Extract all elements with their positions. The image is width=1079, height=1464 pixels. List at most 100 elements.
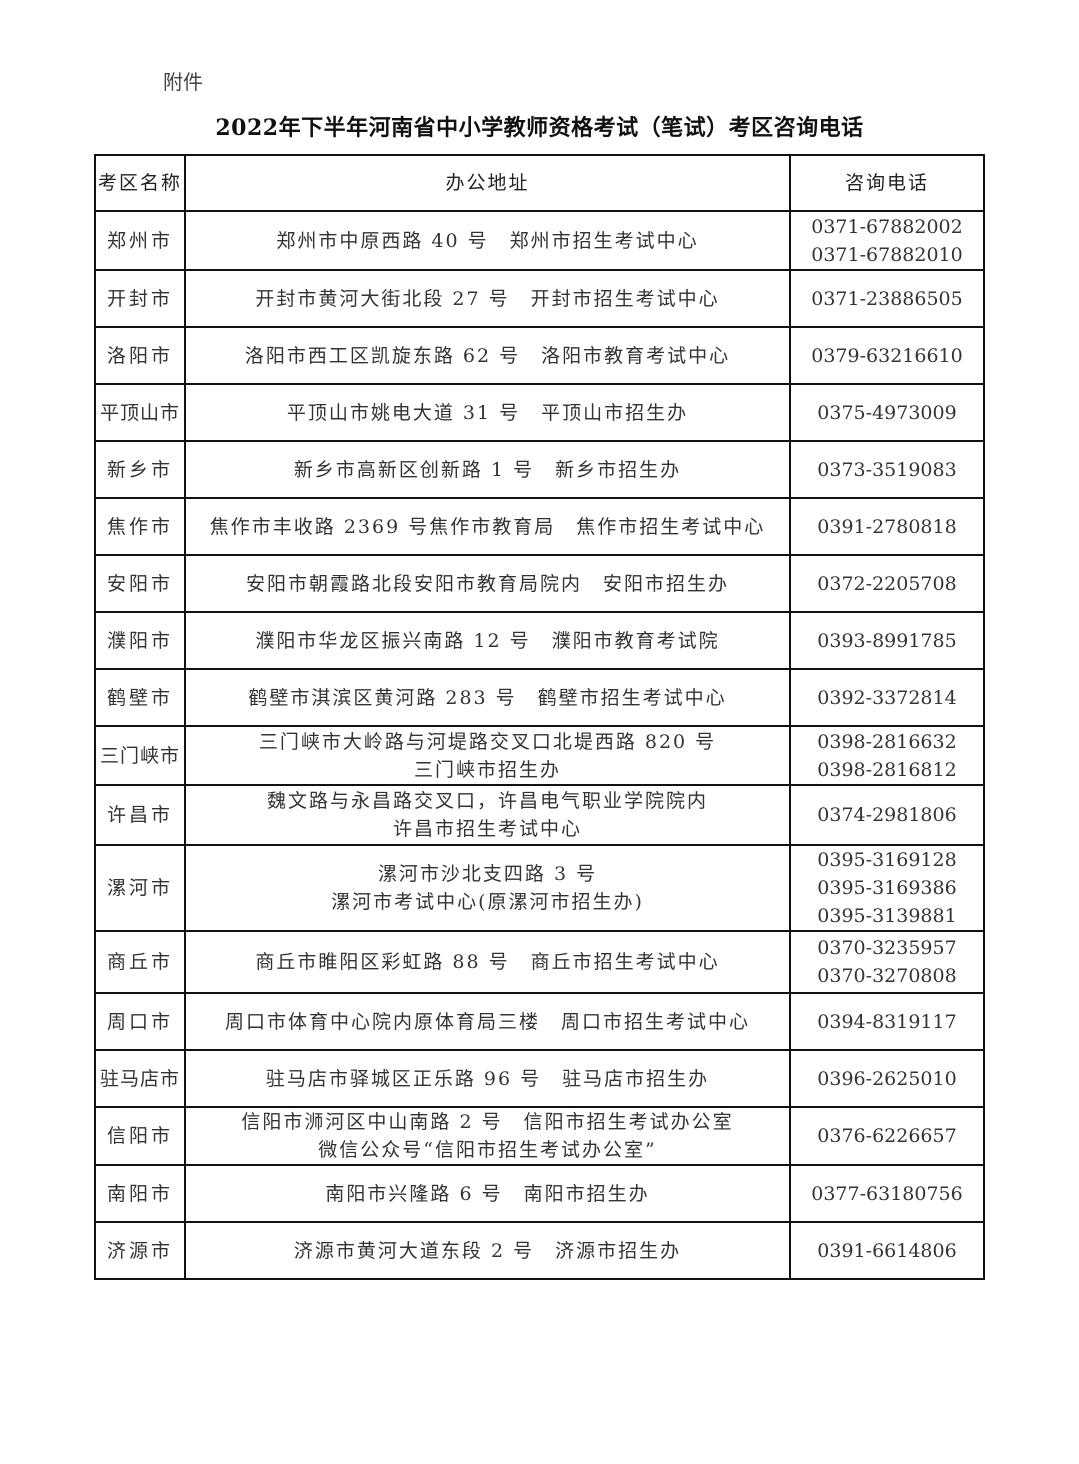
office-address-cell: 济源市黄河大道东段 2 号 济源市招生办 xyxy=(184,1221,791,1280)
phone-cell: 0391-6614806 xyxy=(789,1221,985,1280)
table-row: 周口市 周口市体育中心院内原体育局三楼 周口市招生考试中心 0394-8319117 xyxy=(94,992,985,1051)
office-address-cell: 驻马店市驿城区正乐路 96 号 驻马店市招生办 xyxy=(184,1049,791,1108)
table-body: 郑州市 郑州市中原西路 40 号 郑州市招生考试中心 0371-67882002 03… xyxy=(94,210,985,1280)
office-address-cell: 漯河市沙北支四路 3 号漯河市考试中心(原漯河市招生办) xyxy=(184,844,791,932)
office-address-line: 南阳市兴隆路 6 号 南阳市招生办 xyxy=(325,1182,650,1205)
exam-area-name: 商丘市 xyxy=(94,930,186,994)
office-address-line: 魏文路与永昌路交叉口，许昌电气职业学院院内 xyxy=(266,790,708,812)
exam-area-name: 驻马店市 xyxy=(94,1049,186,1108)
phone-number: 0371-67882010 xyxy=(811,243,963,266)
phone-cell: 0394-8319117 xyxy=(789,992,985,1051)
phone-number: 0372-2205708 xyxy=(817,572,957,595)
office-address-cell: 新乡市高新区创新路 1 号 新乡市招生办 xyxy=(184,440,791,499)
document-title: 2022年下半年河南省中小学教师资格考试（笔试）考区咨询电话 xyxy=(215,115,864,141)
phone-cell: 0376-6226657 xyxy=(789,1106,985,1166)
phone-number: 0391-2780818 xyxy=(817,515,957,538)
office-address-line: 安阳市朝霞路北段安阳市教育局院内 安阳市招生办 xyxy=(245,572,729,595)
table-row: 开封市 开封市黄河大街北段 27 号 开封市招生考试中心 0371-23886505 xyxy=(94,269,985,328)
office-address-line: 郑州市中原西路 40 号 郑州市招生考试中心 xyxy=(276,229,699,252)
office-address-line: 三门峡市招生办 xyxy=(413,758,561,781)
table-row: 鹤壁市 鹤壁市淇滨区黄河路 283 号 鹤壁市招生考试中心 0392-3372814 xyxy=(94,668,985,727)
office-address-line: 焦作市丰收路 2369 号焦作市教育局 焦作市招生考试中心 xyxy=(209,515,766,538)
exam-area-name: 开封市 xyxy=(94,269,186,328)
phone-number: 0376-6226657 xyxy=(817,1125,957,1147)
phone-cell: 0377-63180756 xyxy=(789,1164,985,1223)
office-address-line: 济源市黄河大道东段 2 号 济源市招生办 xyxy=(293,1239,682,1262)
phone-cell: 0370-3235957 0370-3270808 xyxy=(789,930,985,994)
table-row: 濮阳市 濮阳市华龙区振兴南路 12 号 濮阳市教育考试院 0393-8991785 xyxy=(94,611,985,670)
office-address-cell: 濮阳市华龙区振兴南路 12 号 濮阳市教育考试院 xyxy=(184,611,791,670)
exam-area-name: 南阳市 xyxy=(94,1164,186,1223)
office-address-line: 洛阳市西工区凯旋东路 62 号 洛阳市教育考试中心 xyxy=(244,344,731,367)
table-row: 郑州市 郑州市中原西路 40 号 郑州市招生考试中心 0371-67882002 03… xyxy=(94,210,985,271)
phone-cell: 0395-3169128 0395-3169386 0395-3139881 xyxy=(789,844,985,932)
table-row: 漯河市 漯河市沙北支四路 3 号漯河市考试中心(原漯河市招生办) 0395-3169… xyxy=(94,844,985,932)
phone-number: 0393-8991785 xyxy=(817,629,957,652)
exam-area-name: 三门峡市 xyxy=(94,725,186,786)
phone-cell: 0392-3372814 xyxy=(789,668,985,727)
header-office-address: 办公地址 xyxy=(184,154,791,212)
exam-area-name: 郑州市 xyxy=(94,210,186,271)
phone-cell: 0379-63216610 xyxy=(789,326,985,385)
phone-cell: 0393-8991785 xyxy=(789,611,985,670)
table-row: 平顶山市 平顶山市姚电大道 31 号 平顶山市招生办 0375-4973009 xyxy=(94,383,985,442)
office-address-cell: 鹤壁市淇滨区黄河路 283 号 鹤壁市招生考试中心 xyxy=(184,668,791,727)
table-row: 商丘市 商丘市睢阳区彩虹路 88 号 商丘市招生考试中心 0370-3235957 0… xyxy=(94,930,985,994)
header-exam-area: 考区名称 xyxy=(94,154,186,212)
office-address-cell: 三门峡市大岭路与河堤路交叉口北堤西路 820 号三门峡市招生办 xyxy=(184,725,791,786)
phone-number: 0395-3139881 xyxy=(817,905,957,927)
office-address-cell: 信阳市浉河区中山南路 2 号 信阳市招生考试办公室 微信公众号“信阳市招生考试办公… xyxy=(184,1106,791,1166)
table-row: 许昌市 魏文路与永昌路交叉口，许昌电气职业学院院内 许昌市招生考试中心 0374-29… xyxy=(94,784,985,846)
exam-area-name: 漯河市 xyxy=(94,844,186,932)
phone-number: 0377-63180756 xyxy=(811,1182,963,1205)
office-address-line: 商丘市睢阳区彩虹路 88 号 商丘市招生考试中心 xyxy=(255,951,720,973)
exam-area-name: 鹤壁市 xyxy=(94,668,186,727)
table-row: 焦作市 焦作市丰收路 2369 号焦作市教育局 焦作市招生考试中心 0391-278… xyxy=(94,497,985,556)
office-address-line: 三门峡市大岭路与河堤路交叉口北堤西路 820 号 xyxy=(258,730,717,753)
exam-area-name: 济源市 xyxy=(94,1221,186,1280)
phone-number: 0370-3270808 xyxy=(817,965,957,987)
table-row: 驻马店市 驻马店市驿城区正乐路 96 号 驻马店市招生办 0396-2625010 xyxy=(94,1049,985,1108)
phone-number: 0374-2981806 xyxy=(817,804,957,826)
phone-number: 0379-63216610 xyxy=(811,344,963,367)
phone-number: 0373-3519083 xyxy=(817,458,957,481)
office-address-cell: 周口市体育中心院内原体育局三楼 周口市招生考试中心 xyxy=(184,992,791,1051)
table-row: 济源市 济源市黄河大道东段 2 号 济源市招生办 0391-6614806 xyxy=(94,1221,985,1280)
office-address-line: 信阳市浉河区中山南路 2 号 信阳市招生考试办公室 xyxy=(241,1111,734,1133)
phone-number: 0392-3372814 xyxy=(817,686,957,709)
phone-cell: 0375-4973009 xyxy=(789,383,985,442)
table-row: 南阳市 南阳市兴隆路 6 号 南阳市招生办 0377-63180756 xyxy=(94,1164,985,1223)
exam-area-name: 新乡市 xyxy=(94,440,186,499)
phone-number: 0391-6614806 xyxy=(817,1239,957,1262)
office-address-line: 许昌市招生考试中心 xyxy=(392,818,582,840)
phone-number: 0370-3235957 xyxy=(817,937,957,959)
office-address-line: 驻马店市驿城区正乐路 96 号 驻马店市招生办 xyxy=(265,1067,710,1090)
exam-area-name: 洛阳市 xyxy=(94,326,186,385)
contact-table: 考区名称 办公地址 咨询电话 郑州市 郑州市中原西路 40 号 郑州市招生考试中心… xyxy=(94,154,985,1280)
table-row: 新乡市 新乡市高新区创新路 1 号 新乡市招生办 0373-3519083 xyxy=(94,440,985,499)
office-address-line: 漯河市沙北支四路 3 号 xyxy=(377,863,598,885)
office-address-cell: 洛阳市西工区凯旋东路 62 号 洛阳市教育考试中心 xyxy=(184,326,791,385)
phone-number: 0398-2816632 xyxy=(817,730,957,753)
header-phone: 咨询电话 xyxy=(789,154,985,212)
office-address-line: 新乡市高新区创新路 1 号 新乡市招生办 xyxy=(293,458,682,481)
table-row: 洛阳市 洛阳市西工区凯旋东路 62 号 洛阳市教育考试中心 0379-6321661… xyxy=(94,326,985,385)
table-row: 信阳市 信阳市浉河区中山南路 2 号 信阳市招生考试办公室 微信公众号“信阳市招生考… xyxy=(94,1106,985,1166)
phone-number: 0396-2625010 xyxy=(817,1067,957,1090)
table-row: 三门峡市 三门峡市大岭路与河堤路交叉口北堤西路 820 号三门峡市招生办 0398-… xyxy=(94,725,985,786)
office-address-cell: 郑州市中原西路 40 号 郑州市招生考试中心 xyxy=(184,210,791,271)
office-address-cell: 南阳市兴隆路 6 号 南阳市招生办 xyxy=(184,1164,791,1223)
exam-area-name: 濮阳市 xyxy=(94,611,186,670)
exam-area-name: 周口市 xyxy=(94,992,186,1051)
phone-cell: 0371-67882002 0371-67882010 xyxy=(789,210,985,271)
office-address-line: 周口市体育中心院内原体育局三楼 周口市招生考试中心 xyxy=(224,1010,750,1033)
office-address-cell: 开封市黄河大街北段 27 号 开封市招生考试中心 xyxy=(184,269,791,328)
phone-number: 0395-3169128 xyxy=(817,849,957,871)
office-address-line: 鹤壁市淇滨区黄河路 283 号 鹤壁市招生考试中心 xyxy=(248,686,727,709)
phone-cell: 0396-2625010 xyxy=(789,1049,985,1108)
office-address-line: 开封市黄河大街北段 27 号 开封市招生考试中心 xyxy=(255,287,720,310)
exam-area-name: 安阳市 xyxy=(94,554,186,613)
office-address-line: 平顶山市姚电大道 31 号 平顶山市招生办 xyxy=(286,401,689,424)
phone-cell: 0373-3519083 xyxy=(789,440,985,499)
exam-area-name: 平顶山市 xyxy=(94,383,186,442)
